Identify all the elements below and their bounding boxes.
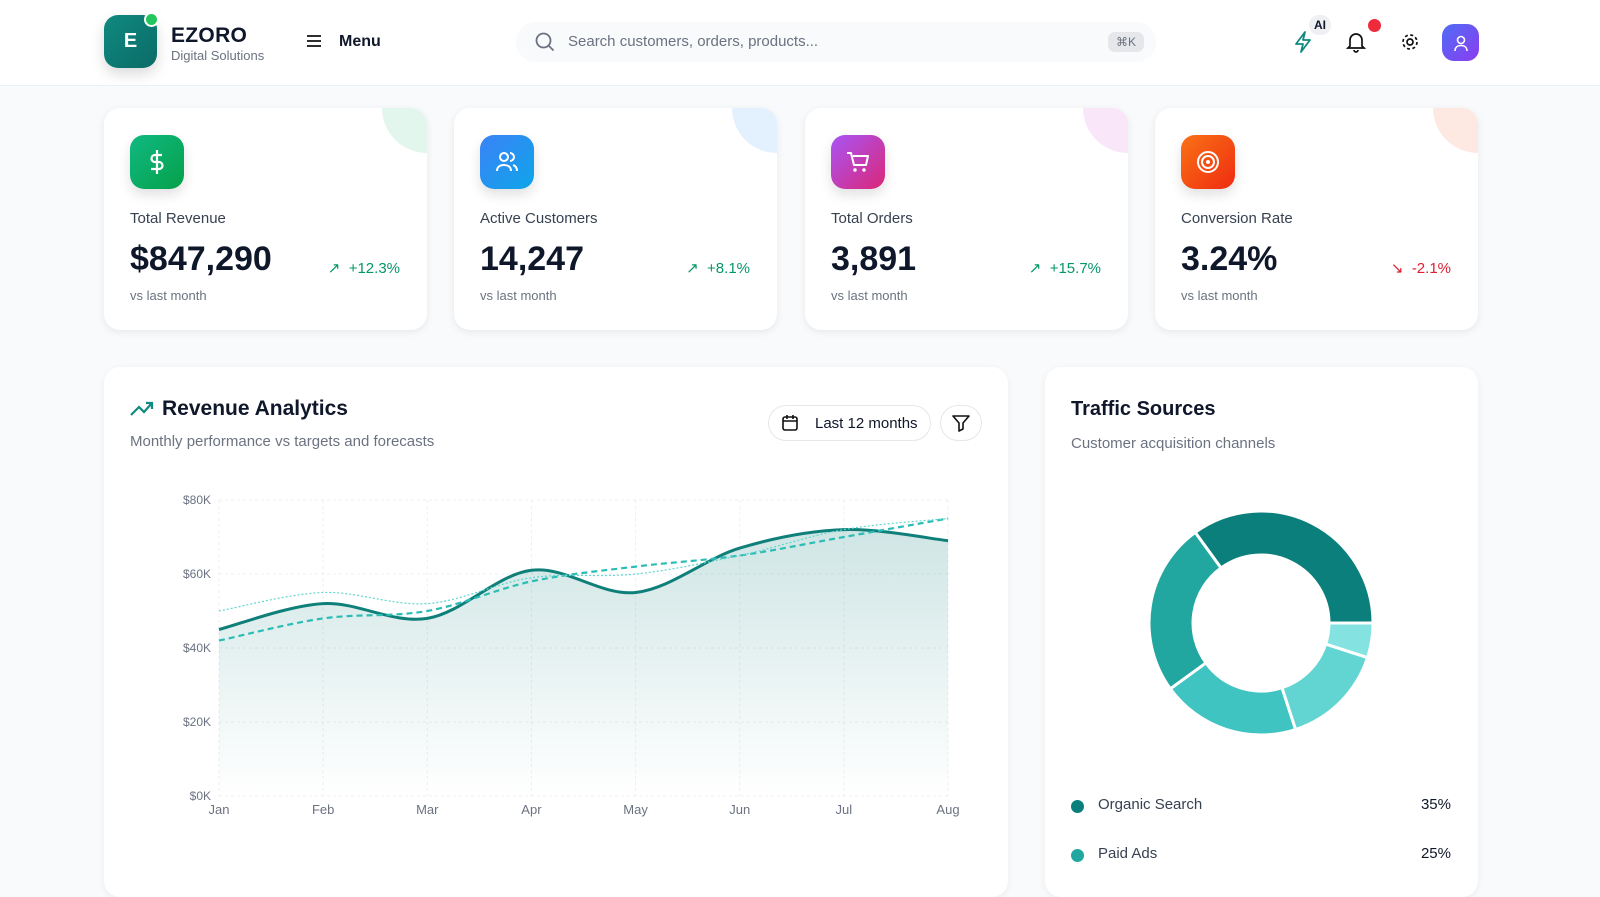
donut-slice[interactable] <box>1193 509 1375 625</box>
notification-dot <box>1368 19 1381 32</box>
search-bar[interactable]: Search customers, orders, products... ⌘K <box>516 22 1156 62</box>
x-tick-label: Apr <box>521 802 542 817</box>
x-tick-label: Aug <box>936 802 959 817</box>
series-line-0 <box>218 528 949 631</box>
users-icon <box>480 135 534 189</box>
donut-slice[interactable] <box>1323 621 1375 660</box>
donut-slice[interactable] <box>1147 530 1224 691</box>
filter-button[interactable] <box>940 405 982 441</box>
brand-tagline: Digital Solutions <box>171 48 265 63</box>
x-tick-label: Jan <box>209 802 230 817</box>
x-tick-label: Jul <box>836 802 853 817</box>
panel-title: Revenue Analytics <box>162 397 348 420</box>
panel-title: Traffic Sources <box>1071 398 1216 420</box>
user-avatar[interactable] <box>1442 24 1479 61</box>
x-tick-label: Jun <box>729 802 750 817</box>
kpi-change: ↗ +12.3% <box>328 259 400 277</box>
dollar-icon <box>130 135 184 189</box>
legend-value: 35% <box>1420 796 1451 813</box>
series-line-2 <box>218 517 949 612</box>
kpi-sub: vs last month <box>480 288 557 303</box>
x-tick-label: May <box>623 802 648 817</box>
traffic-donut-chart <box>1147 509 1375 737</box>
shortcut-hint: ⌘K <box>1107 32 1144 52</box>
search-input[interactable]: Search customers, orders, products... <box>568 33 819 50</box>
y-tick-label: $60K <box>183 567 211 581</box>
kpi-sub: vs last month <box>1181 288 1258 303</box>
y-tick-label: $0K <box>190 789 211 803</box>
kpi-card-revenue: Total Revenue $847,290 ↗ +12.3% vs last … <box>104 108 427 330</box>
traffic-sources-panel: Traffic Sources Customer acquisition cha… <box>1045 367 1478 897</box>
x-tick-label: Feb <box>312 802 334 817</box>
menu-button[interactable]: Menu <box>339 33 381 50</box>
legend-dot <box>1071 849 1084 862</box>
kpi-change-value: -2.1% <box>1411 260 1451 277</box>
cart-icon <box>831 135 885 189</box>
kpi-value: 3,891 <box>831 240 917 278</box>
gear-icon[interactable] <box>1400 32 1420 52</box>
donut-slice[interactable] <box>1168 660 1298 737</box>
kpi-card-orders: Total Orders 3,891 ↗ +15.7% vs last mont… <box>805 108 1128 330</box>
legend-dot <box>1071 800 1084 813</box>
kpi-sub: vs last month <box>831 288 908 303</box>
online-status-dot <box>144 12 159 27</box>
ai-badge: AI <box>1309 15 1331 35</box>
legend-label: Organic Search <box>1098 796 1203 813</box>
kpi-label: Conversion Rate <box>1181 210 1293 227</box>
menu-icon[interactable] <box>306 34 322 48</box>
target-icon <box>1181 135 1235 189</box>
legend-value: 25% <box>1420 845 1451 862</box>
kpi-value: $847,290 <box>130 240 272 278</box>
card-decoration <box>1083 108 1128 153</box>
kpi-value: 3.24% <box>1181 240 1278 278</box>
date-range-button[interactable]: Last 12 months <box>768 405 931 441</box>
kpi-change: ↗ +15.7% <box>1029 259 1101 277</box>
revenue-area <box>219 529 948 796</box>
revenue-line-chart: $0K $20K $40K $60K $80K Jan Feb Mar Apr May Jun Jul… <box>183 493 960 817</box>
card-decoration <box>1433 108 1478 153</box>
y-tick-label: $80K <box>183 493 211 507</box>
top-header: E EZORO Digital Solutions Menu Search cu… <box>0 0 1600 86</box>
arrow-up-right-icon: ↗ <box>686 260 699 277</box>
brand-name: EZORO <box>171 24 248 47</box>
panel-subtitle: Customer acquisition channels <box>1071 435 1276 452</box>
calendar-icon <box>782 415 798 431</box>
kpi-card-customers: Active Customers 14,247 ↗ +8.1% vs last … <box>454 108 777 330</box>
kpi-sub: vs last month <box>130 288 207 303</box>
bell-icon[interactable] <box>1346 31 1366 53</box>
series-line-1 <box>218 517 949 642</box>
kpi-label: Total Orders <box>831 210 913 227</box>
arrow-up-right-icon: ↗ <box>1028 260 1042 277</box>
kpi-value: 14,247 <box>480 240 584 278</box>
y-tick-label: $40K <box>183 641 211 655</box>
kpi-change-value: +8.1% <box>707 260 750 277</box>
kpi-label: Active Customers <box>480 210 598 227</box>
kpi-label: Total Revenue <box>130 210 226 227</box>
arrow-down-right-icon: ↘ <box>1390 260 1404 277</box>
panel-subtitle: Monthly performance vs targets and forec… <box>130 433 435 450</box>
lightning-icon[interactable] <box>1292 30 1314 54</box>
donut-slice[interactable] <box>1280 642 1370 732</box>
y-tick-label: $20K <box>183 715 211 729</box>
kpi-change: ↘ -2.1% <box>1391 259 1451 277</box>
filter-icon <box>952 415 970 432</box>
trending-up-icon <box>130 401 154 416</box>
kpi-change-value: +15.7% <box>1049 260 1101 277</box>
kpi-change: ↗ +8.1% <box>686 259 750 277</box>
arrow-up-right-icon: ↗ <box>327 260 341 277</box>
kpi-card-conversion: Conversion Rate 3.24% ↘ -2.1% vs last mo… <box>1155 108 1478 330</box>
kpi-change-value: +12.3% <box>348 260 400 277</box>
search-icon <box>535 32 555 52</box>
date-range-label: Last 12 months <box>815 414 918 432</box>
x-tick-label: Mar <box>416 802 439 817</box>
legend-label: Paid Ads <box>1098 845 1158 862</box>
user-icon <box>1453 35 1468 51</box>
